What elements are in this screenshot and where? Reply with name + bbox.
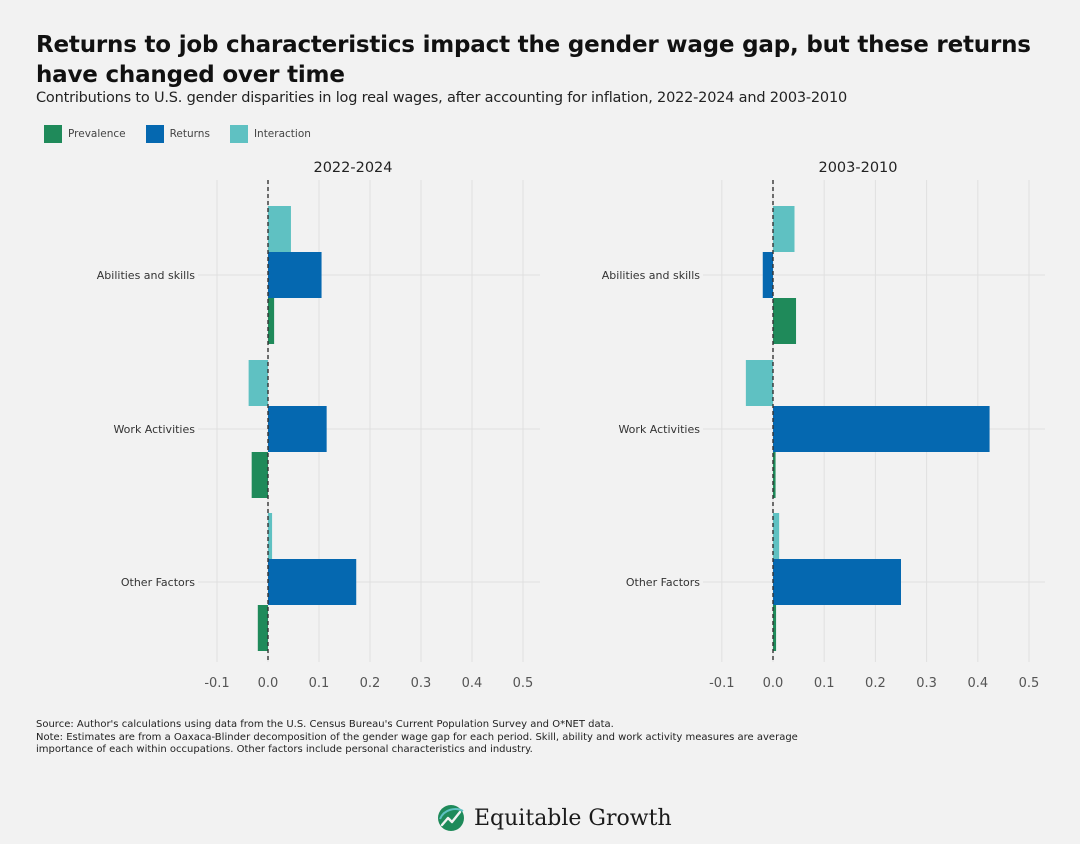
legend-item-prevalence: Prevalence (44, 125, 126, 143)
x-tick-label-p1: 0.0 (258, 676, 279, 691)
legend-label-interaction: Interaction (253, 128, 311, 140)
legend-item-returns: Returns (145, 125, 210, 143)
bar-prevalence-p2 (773, 605, 777, 651)
brand-name: Equitable Growth (474, 805, 672, 831)
bar-prevalence-p1 (251, 452, 268, 498)
bar-returns-p1 (268, 252, 322, 298)
bar-interaction-p1 (268, 206, 291, 252)
category-label-p2: Work Activities (618, 423, 700, 436)
x-tick-label-p2: 0.2 (865, 676, 886, 691)
bar-returns-p1 (268, 406, 327, 452)
x-tick-label-p1: -0.1 (204, 676, 229, 691)
category-label-p1: Abilities and skills (97, 269, 196, 282)
method-note: Note: Estimates are from a Oaxaca-Blinde… (36, 731, 798, 756)
legend-swatch-prevalence (44, 125, 62, 143)
x-tick-label-p2: 0.1 (814, 676, 835, 691)
category-label-p1: Other Factors (121, 576, 195, 589)
panel-title-p1: 2022-2024 (313, 160, 392, 176)
source-note: Source: Author's calculations using data… (36, 719, 614, 730)
chart-subtitle: Contributions to U.S. gender disparities… (36, 90, 848, 106)
bar-returns-p2 (773, 559, 901, 605)
bar-prevalence-p1 (257, 605, 268, 651)
x-tick-label-p1: 0.3 (411, 676, 432, 691)
bar-interaction-p2 (773, 206, 795, 252)
bar-returns-p2 (773, 406, 990, 452)
x-tick-label-p2: -0.1 (709, 676, 734, 691)
panel-title-p2: 2003-2010 (818, 160, 897, 176)
bar-interaction-p2 (773, 513, 780, 559)
bar-returns-p1 (268, 559, 357, 605)
chart-title: Returns to job characteristics impact th… (36, 32, 1031, 88)
x-tick-label-p1: 0.1 (309, 676, 330, 691)
bar-prevalence-p2 (773, 298, 797, 344)
chart-canvas: 2022-2024 -0.1 0.0 0.1 0.2 0.3 0.4 0.5 Abilities… (97, 160, 1045, 691)
x-tick-label-p2: 0.3 (916, 676, 937, 691)
legend-swatch-interaction (229, 125, 248, 143)
brand: Equitable Growth (436, 800, 672, 836)
bar-prevalence-p1 (268, 298, 275, 344)
category-label-p2: Other Factors (626, 576, 700, 589)
bar-prevalence-p2 (773, 452, 776, 498)
legend-label-returns: Returns (169, 128, 210, 140)
legend-swatch-returns (145, 125, 164, 143)
category-label-p1: Work Activities (113, 423, 195, 436)
category-label-p2: Abilities and skills (602, 269, 701, 282)
x-tick-label-p2: 0.5 (1019, 676, 1040, 691)
bar-interaction-p1 (248, 360, 268, 406)
x-tick-label-p2: 0.4 (967, 676, 988, 691)
notes: Source: Author's calculations using data… (36, 719, 836, 757)
bar-interaction-p2 (745, 360, 773, 406)
x-tick-label-p1: 0.4 (462, 676, 483, 691)
legend-item-interaction: Interaction (229, 125, 311, 143)
legend-label-prevalence: Prevalence (68, 128, 126, 140)
leaf-logo-icon (438, 805, 464, 831)
legend: Prevalence Returns Interaction (44, 125, 331, 143)
bar-returns-p2 (762, 252, 773, 298)
x-tick-label-p2: 0.0 (763, 676, 784, 691)
x-tick-label-p1: 0.5 (513, 676, 534, 691)
bar-interaction-p1 (268, 513, 273, 559)
x-tick-label-p1: 0.2 (360, 676, 381, 691)
